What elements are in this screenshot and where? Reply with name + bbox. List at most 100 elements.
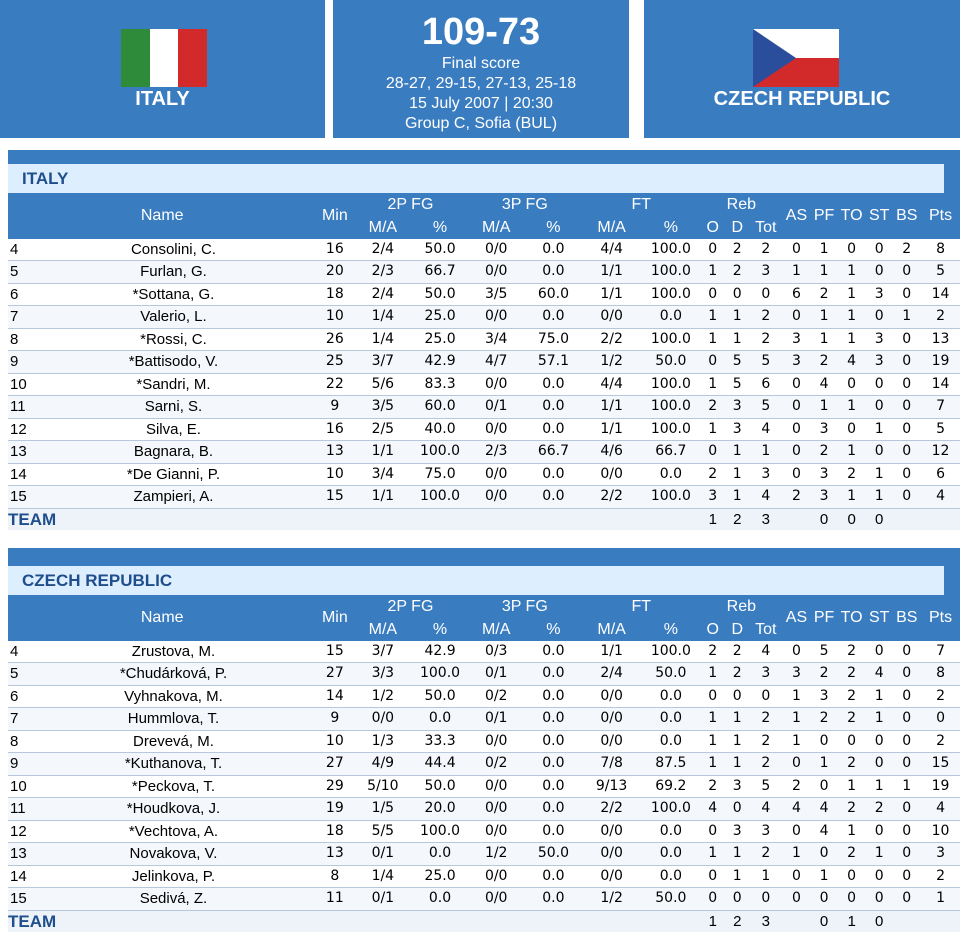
stat-cell: 0	[892, 887, 922, 911]
stat-cell: 1	[865, 485, 893, 509]
stat-cell: 1	[782, 730, 811, 753]
team-empty-cell	[892, 508, 922, 530]
player-number: 15	[8, 485, 31, 509]
stat-cell: 4	[921, 485, 960, 509]
stat-cell: 4	[837, 350, 866, 374]
stat-cell: 18	[316, 283, 354, 306]
stat-cell: 2	[749, 707, 783, 731]
stat-cell: 15	[921, 752, 960, 776]
col-header-st: ST	[865, 193, 893, 239]
stat-cell: 0.0	[524, 730, 582, 753]
stat-cell: 60.0	[412, 395, 468, 419]
stat-cell: 4	[810, 373, 838, 396]
stat-cell: 1/1	[582, 283, 642, 306]
stat-cell: 8	[316, 865, 354, 888]
col-header-to: TO	[837, 595, 866, 641]
stat-cell: 0/1	[353, 887, 413, 911]
player-number: 7	[8, 305, 31, 329]
stat-cell: 2/2	[582, 797, 642, 821]
col-subheader-pct: %	[641, 619, 701, 641]
stat-cell: 0/0	[582, 685, 642, 708]
stat-cell: 1/4	[353, 305, 413, 329]
stat-cell: 1	[749, 440, 783, 464]
team-label: TEAM	[8, 508, 317, 530]
stat-cell: 1	[700, 842, 725, 866]
stat-cell: 3	[724, 775, 750, 798]
player-name: *Battisodo, V.	[30, 350, 317, 374]
team-totals-row: TEAM 1 2 3 0 0 0	[8, 508, 960, 530]
stat-cell: 4	[749, 485, 783, 509]
italy-flag-icon	[121, 29, 208, 87]
stat-cell: 1	[865, 463, 893, 486]
stat-cell: 3	[749, 662, 783, 686]
stat-cell: 50.0	[641, 350, 701, 374]
stat-cell: 16	[316, 418, 354, 441]
stat-cell: 20	[316, 260, 354, 284]
team-empty-cell	[467, 508, 525, 530]
stat-cell: 87.5	[641, 752, 701, 776]
stat-cell: 25.0	[412, 865, 468, 888]
stat-cell: 19	[921, 775, 960, 798]
stat-cell: 1	[865, 707, 893, 731]
stat-cell: 0/0	[467, 238, 525, 261]
team-reb-d: 2	[724, 910, 750, 932]
stat-cell: 1	[837, 440, 866, 464]
stat-cell: 0	[837, 865, 866, 888]
table-row: 9 *Battisodo, V. 25 3/7 42.9 4/7 57.1 1/2 50.0 0 5…	[8, 350, 960, 374]
player-name: *Houdkova, J.	[30, 797, 317, 821]
stat-cell: 0.0	[641, 730, 701, 753]
stat-cell: 1/1	[582, 418, 642, 441]
quarter-scores: 28-27, 29-15, 27-13, 25-18	[385, 75, 577, 92]
stat-cell: 0	[700, 238, 725, 261]
stat-cell: 8	[921, 238, 960, 261]
stat-cell: 2/2	[582, 485, 642, 509]
player-name: Jelinkova, P.	[30, 865, 317, 888]
stat-cell: 0	[865, 887, 893, 911]
stat-cell: 2	[749, 752, 783, 776]
stat-cell: 2	[837, 752, 866, 776]
stat-cell: 2	[837, 662, 866, 686]
stat-cell: 3	[749, 260, 783, 284]
stat-cell: 2/3	[353, 260, 413, 284]
stat-cell: 0	[865, 440, 893, 464]
stat-cell: 3	[724, 395, 750, 419]
stat-cell: 0	[892, 350, 922, 374]
table-row: 12 Silva, E. 16 2/5 40.0 0/0 0.0 1/1 100.0 1 3 4 0 3 0…	[8, 418, 960, 441]
stat-cell: 1	[782, 842, 811, 866]
stat-cell: 0	[892, 685, 922, 708]
stat-cell: 1	[837, 260, 866, 284]
stat-cell: 0.0	[524, 887, 582, 911]
stat-cell: 7	[921, 395, 960, 419]
stat-cell: 3	[724, 820, 750, 843]
stat-cell: 1	[810, 238, 838, 261]
table-row: 5 Furlan, G. 20 2/3 66.7 0/0 0.0 1/1 100.0 1 2 3 1 1 1…	[8, 260, 960, 284]
stat-cell: 9	[316, 395, 354, 419]
stat-cell: 1	[810, 305, 838, 329]
stat-cell: 0/1	[467, 662, 525, 686]
player-name: *Sandri, M.	[30, 373, 317, 396]
stat-cell: 0.0	[641, 865, 701, 888]
stat-cell: 3	[782, 662, 811, 686]
stat-cell: 3	[865, 350, 893, 374]
table-header-row: Name Min 2P FG 3P FG FT Reb AS PF TO ST BS Pts	[8, 595, 960, 641]
team-empty-cell	[641, 910, 701, 932]
stat-cell: 1/2	[582, 887, 642, 911]
stat-cell: 2	[700, 640, 725, 663]
stat-cell: 1/1	[582, 640, 642, 663]
stat-cell: 11	[316, 887, 354, 911]
team-label: TEAM	[8, 910, 317, 932]
stat-cell: 0/1	[467, 395, 525, 419]
stat-cell: 0	[892, 640, 922, 663]
col-subheader-ma: M/A	[353, 619, 413, 641]
game-datetime: 15 July 2007 | 20:30	[409, 95, 553, 112]
stat-cell: 1	[724, 328, 750, 351]
stat-cell: 1	[700, 752, 725, 776]
table-row: 15 Zampieri, A. 15 1/1 100.0 0/0 0.0 2/2 100.0 3 1…	[8, 485, 960, 509]
stat-cell: 0	[810, 842, 838, 866]
team-reb-tot: 3	[749, 508, 783, 530]
stat-cell: 1	[810, 328, 838, 351]
stat-cell: 75.0	[524, 328, 582, 351]
table-row: 6 Vyhnakova, M. 14 1/2 50.0 0/2 0.0 0/0 0.0 0 0 0 1 3…	[8, 685, 960, 708]
stat-cell: 2	[700, 463, 725, 486]
stat-cell: 1	[837, 820, 866, 843]
